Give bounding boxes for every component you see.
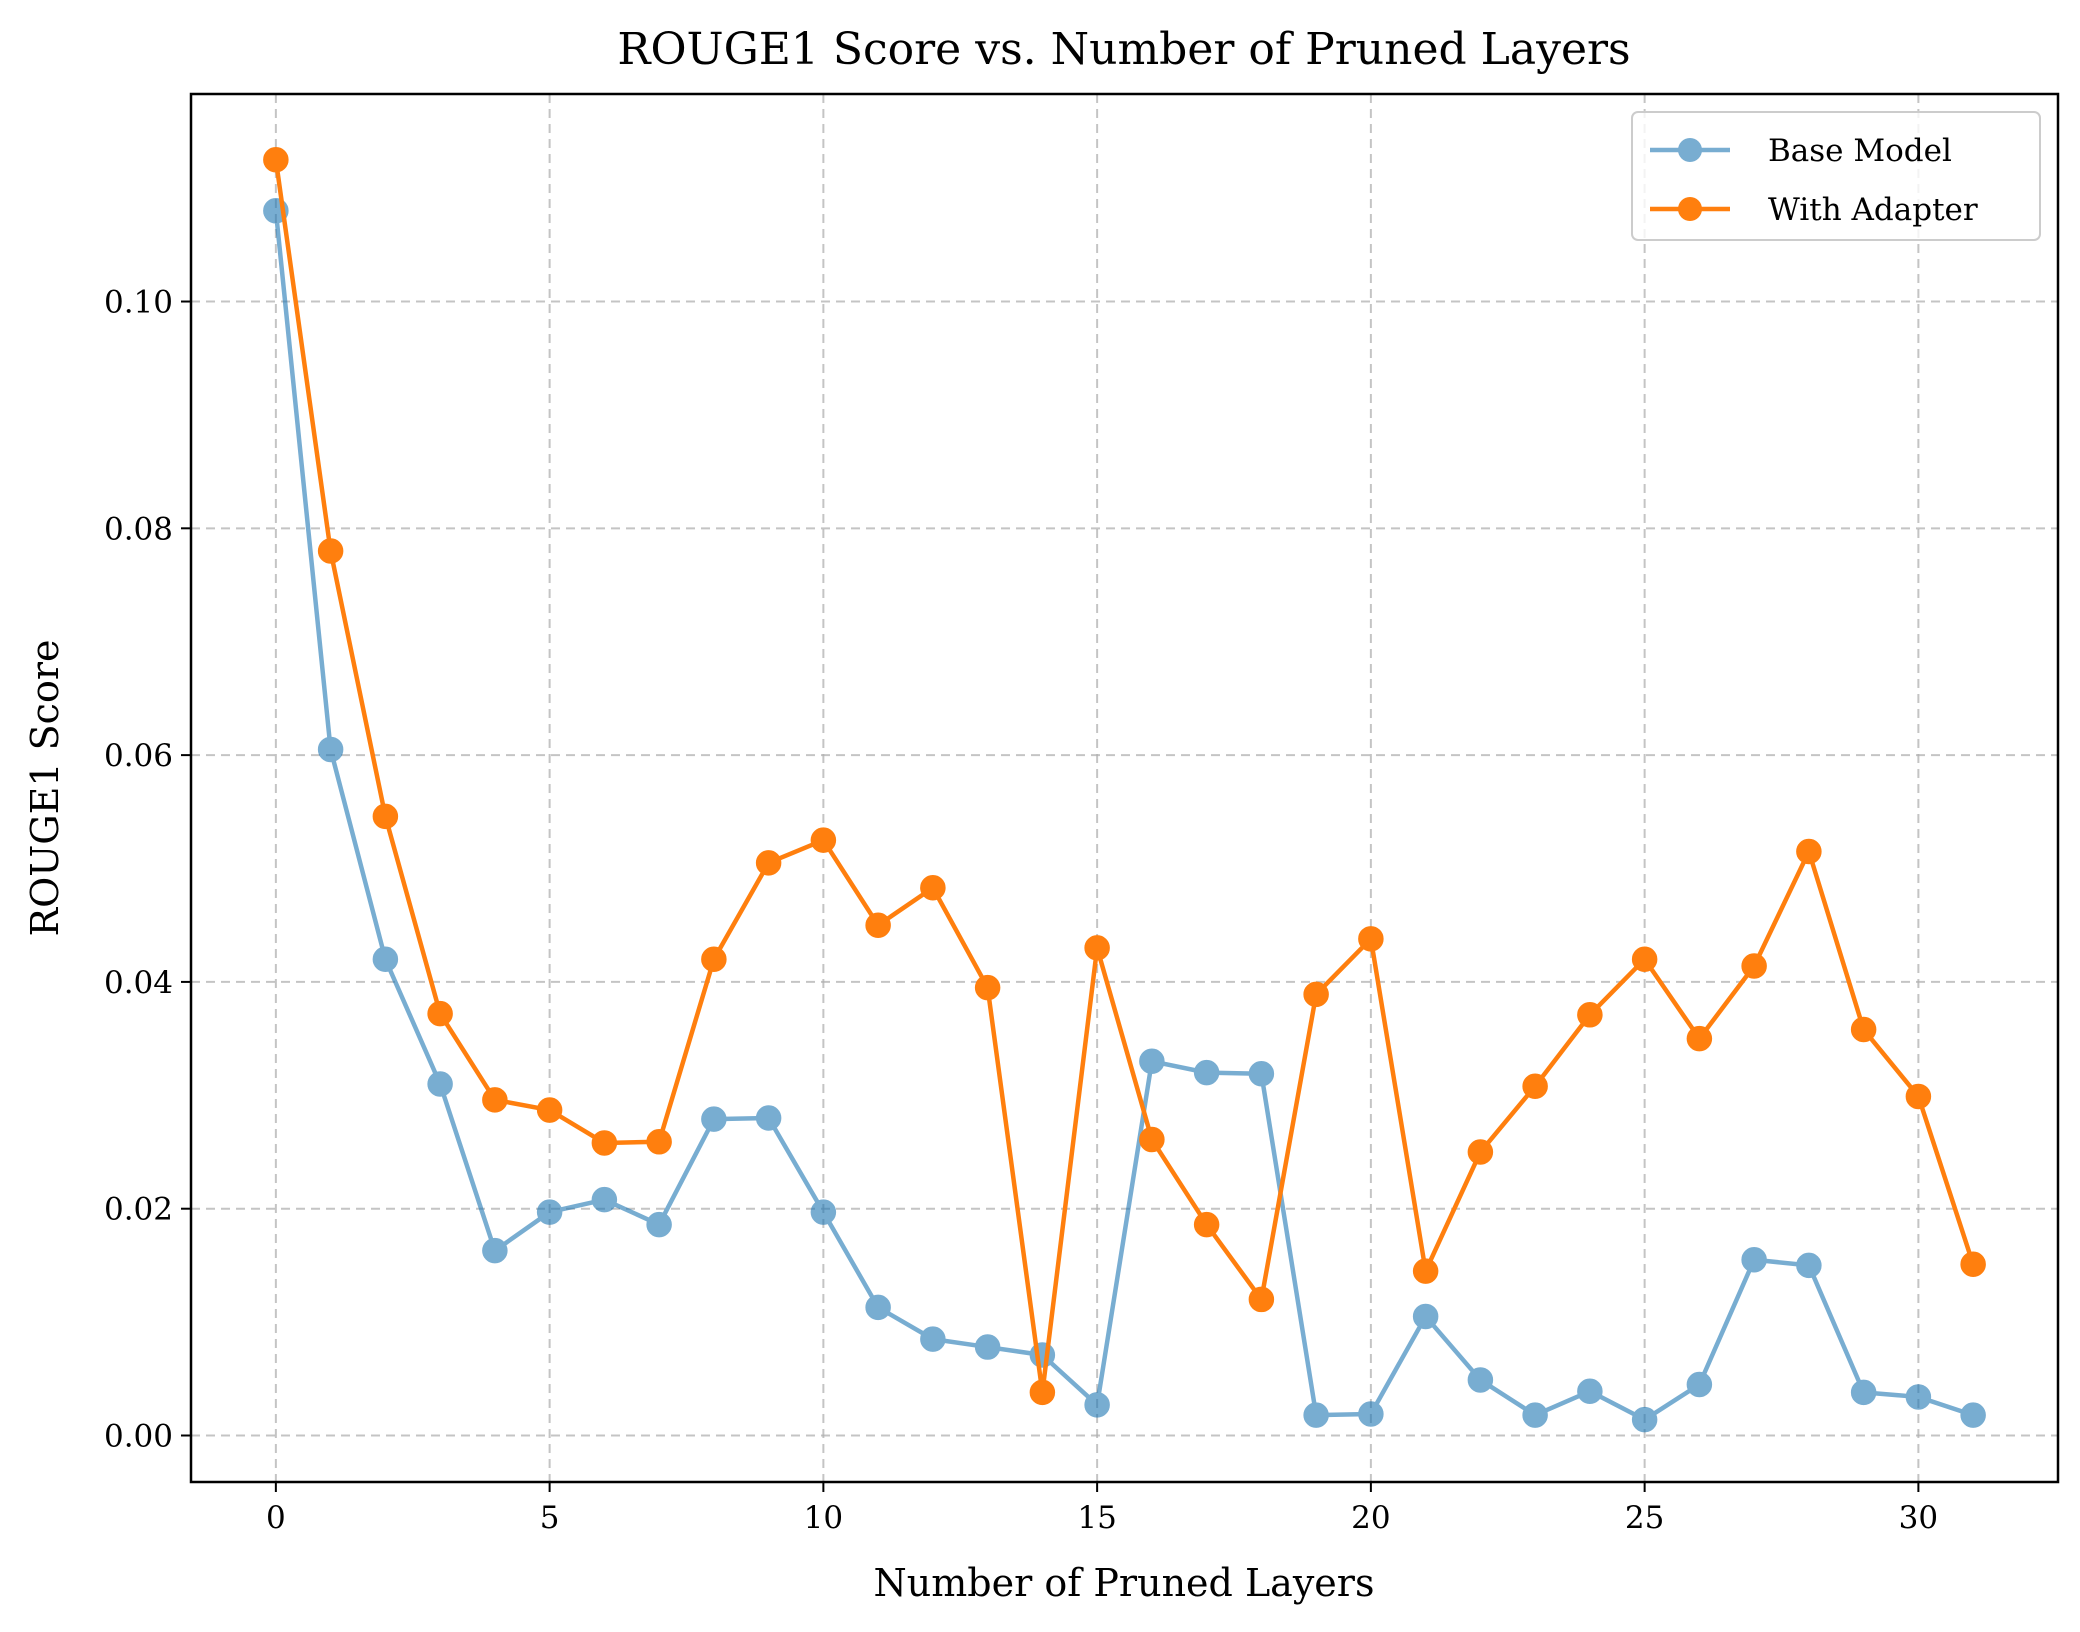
data-point <box>755 850 782 876</box>
data-point <box>1686 1025 1713 1052</box>
x-tick-label: 10 <box>804 1500 843 1536</box>
data-point <box>427 1000 453 1027</box>
data-point <box>1358 1401 1384 1427</box>
x-axis-label: Number of Pruned Layers <box>874 1561 1375 1605</box>
y-tick-label: 0.00 <box>104 1419 173 1455</box>
y-axis-label: ROUGE1 Score <box>23 640 67 937</box>
data-point <box>1905 1083 1932 1110</box>
data-point <box>1577 1002 1603 1028</box>
y-tick-label: 0.08 <box>104 511 173 547</box>
data-point <box>1139 1048 1165 1075</box>
data-point <box>372 803 399 830</box>
data-point <box>974 974 1001 1001</box>
data-point <box>317 538 344 564</box>
data-point <box>1796 838 1822 865</box>
data-point <box>1741 953 1767 979</box>
data-point <box>646 1211 672 1238</box>
data-point <box>1303 1402 1329 1428</box>
x-tick-label: 20 <box>1351 1500 1390 1536</box>
data-point <box>1905 1384 1932 1410</box>
data-point <box>1467 1367 1494 1393</box>
data-point <box>591 1186 618 1213</box>
data-point <box>1631 1406 1658 1433</box>
chart-title: ROUGE1 Score vs. Number of Pruned Layers <box>617 24 1630 75</box>
y-tick-label: 0.06 <box>104 738 173 774</box>
data-point <box>372 946 399 972</box>
series-layer <box>263 147 1986 1433</box>
data-point <box>263 147 289 173</box>
data-point <box>1741 1246 1767 1273</box>
data-point <box>1686 1371 1713 1398</box>
legend-label: With Adapter <box>1768 192 1978 228</box>
series-base-model <box>263 198 1986 1433</box>
x-tick-label: 15 <box>1077 1500 1116 1536</box>
legend-box <box>1631 111 2041 241</box>
data-point <box>482 1237 508 1264</box>
data-point <box>1412 1258 1439 1284</box>
data-point <box>1467 1139 1494 1165</box>
data-point <box>865 1294 891 1321</box>
x-tick-label: 0 <box>266 1500 286 1536</box>
data-point <box>920 875 946 901</box>
y-tick-label: 0.10 <box>104 285 173 321</box>
data-point <box>810 1199 837 1225</box>
x-tick-label: 25 <box>1625 1500 1664 1536</box>
data-point <box>701 946 727 972</box>
x-tick-label: 30 <box>1899 1500 1938 1536</box>
data-point <box>1248 1286 1275 1313</box>
series-with-adapter <box>263 147 1986 1406</box>
data-point <box>1193 1059 1220 1086</box>
legend-marker <box>1678 197 1702 221</box>
data-point <box>317 736 344 763</box>
data-point <box>1139 1126 1165 1153</box>
data-point <box>1303 981 1329 1008</box>
data-point <box>1412 1303 1439 1330</box>
data-point <box>1248 1061 1275 1087</box>
legend-label: Base Model <box>1768 133 1952 169</box>
data-point <box>536 1199 563 1225</box>
data-point <box>755 1105 782 1131</box>
data-point <box>591 1130 618 1156</box>
data-point <box>1577 1378 1603 1405</box>
data-point <box>1850 1379 1877 1406</box>
y-tick-label: 0.02 <box>104 1192 173 1228</box>
data-point <box>1084 1392 1110 1418</box>
data-point <box>974 1334 1001 1360</box>
data-point <box>646 1129 672 1155</box>
data-point <box>1029 1379 1056 1406</box>
data-point <box>810 827 837 853</box>
data-point <box>427 1071 453 1097</box>
plot-frame <box>189 92 2060 1484</box>
legend-swatch <box>1650 197 1730 221</box>
legend: Base Model With Adapter <box>1631 111 2041 241</box>
data-point <box>865 912 891 938</box>
data-point <box>1084 935 1110 961</box>
data-point <box>1960 1251 1986 1278</box>
data-point <box>536 1097 563 1123</box>
data-point <box>1522 1402 1548 1428</box>
grid-lines <box>191 94 2058 1482</box>
data-point <box>1960 1402 1986 1428</box>
data-point <box>920 1326 946 1352</box>
axis-ticks: 0 5 10 15 20 25 30 0.00 0.02 0.04 0.06 0.08 0.10 <box>104 285 1938 1536</box>
data-point <box>1631 946 1658 972</box>
data-point <box>482 1087 508 1113</box>
legend-swatch <box>1650 138 1730 162</box>
data-point <box>1796 1252 1822 1279</box>
legend-marker <box>1678 138 1702 162</box>
data-point <box>1193 1211 1220 1238</box>
y-tick-label: 0.04 <box>104 965 173 1001</box>
x-tick-label: 5 <box>540 1500 560 1536</box>
data-point <box>1850 1016 1877 1043</box>
data-point <box>1522 1073 1548 1099</box>
data-point <box>1358 926 1384 952</box>
data-point <box>701 1106 727 1132</box>
